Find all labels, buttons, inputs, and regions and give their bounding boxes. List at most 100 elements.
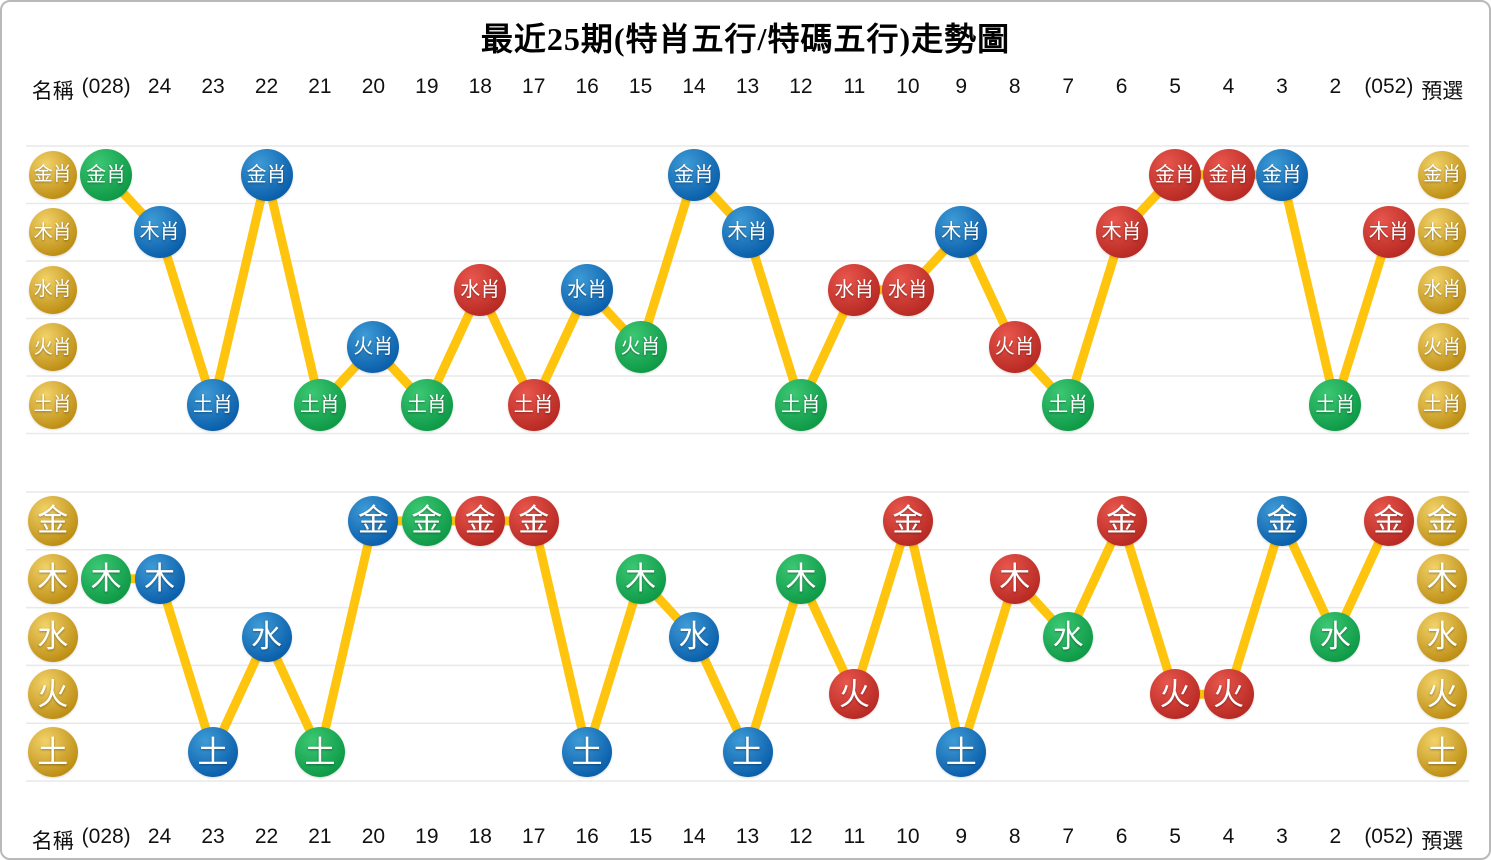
column-label: (028) <box>81 75 131 98</box>
row-label-circle: 火 <box>27 669 78 720</box>
data-point: 土肖 <box>1309 378 1362 431</box>
column-label: 3 <box>1276 75 1288 98</box>
column-label: 20 <box>361 75 386 98</box>
column-label: 7 <box>1062 825 1074 848</box>
data-point: 火 <box>1203 669 1254 720</box>
data-point: 水 <box>1043 611 1094 662</box>
column-label: 15 <box>628 75 653 98</box>
column-label: 11 <box>843 75 866 98</box>
data-point: 金肖 <box>1202 148 1255 201</box>
column-label: 名稱 <box>31 830 74 853</box>
column-label: 2 <box>1329 825 1342 848</box>
data-point: 水肖 <box>454 263 507 316</box>
column-label: 23 <box>201 75 225 98</box>
column-label: 6 <box>1115 75 1128 98</box>
column-label: (052) <box>1364 825 1414 848</box>
preselect-circle: 土肖 <box>1418 380 1467 429</box>
column-label: 15 <box>628 825 653 848</box>
column-label: 7 <box>1062 75 1074 98</box>
data-point: 水肖 <box>828 263 881 316</box>
data-point: 水肖 <box>561 263 614 316</box>
preselect-circle: 水肖 <box>1418 265 1467 314</box>
data-point: 土肖 <box>187 378 240 431</box>
column-footer-row: 名稱 (028) 24 23 22 21 20 19 18 17 16 15 14 13 12 11 10 9 8 7… <box>2 825 1489 855</box>
column-label: 21 <box>308 825 332 848</box>
data-point: 木肖 <box>721 206 774 259</box>
column-label: 5 <box>1169 825 1181 848</box>
data-point: 水 <box>241 611 292 662</box>
data-point: 土肖 <box>293 378 346 431</box>
data-point: 火 <box>1150 669 1201 720</box>
data-point: 木 <box>81 553 132 604</box>
column-label: 5 <box>1169 75 1181 98</box>
column-label: 18 <box>468 825 492 848</box>
preselect-circle: 金肖 <box>1418 150 1467 199</box>
row-label-circle: 土肖 <box>28 380 77 429</box>
data-point: 木肖 <box>1095 206 1148 259</box>
data-point: 土肖 <box>774 378 827 431</box>
data-point: 金肖 <box>80 148 133 201</box>
data-point: 水 <box>1310 611 1361 662</box>
preselect-circle: 木肖 <box>1418 208 1467 257</box>
column-label: 10 <box>896 825 920 848</box>
column-label: 13 <box>735 75 760 98</box>
column-label: 16 <box>575 825 599 848</box>
column-label: 17 <box>522 825 546 848</box>
data-point: 土肖 <box>400 378 453 431</box>
column-label: 23 <box>201 825 225 848</box>
data-point: 火 <box>829 669 880 720</box>
data-point: 金 <box>508 495 559 546</box>
data-point: 木 <box>989 553 1040 604</box>
column-label: 19 <box>415 825 439 848</box>
column-label: 22 <box>254 825 279 848</box>
data-point: 金 <box>1096 495 1147 546</box>
column-label: 16 <box>575 75 599 98</box>
row-label-circle: 水 <box>27 611 78 662</box>
column-label: 4 <box>1222 825 1235 848</box>
data-point: 水肖 <box>881 263 934 316</box>
preselect-circle: 土 <box>1417 727 1468 778</box>
data-point: 土肖 <box>1042 378 1095 431</box>
column-label: 9 <box>955 825 968 848</box>
column-label: 6 <box>1115 825 1128 848</box>
row-label-circle: 金肖 <box>28 150 77 199</box>
preselect-circle: 火 <box>1417 669 1468 720</box>
data-point: 木肖 <box>1362 206 1415 259</box>
column-label: 24 <box>147 75 172 98</box>
data-point: 金 <box>348 495 399 546</box>
row-label-circle: 火肖 <box>28 323 77 372</box>
data-point: 土 <box>562 727 613 778</box>
preselect-circle: 金 <box>1417 495 1468 546</box>
column-label: (028) <box>81 825 131 848</box>
column-label: 名稱 <box>31 80 74 103</box>
column-label: 8 <box>1008 825 1021 848</box>
column-label: 12 <box>789 75 813 98</box>
data-point: 火肖 <box>614 321 667 374</box>
column-label: 12 <box>789 825 813 848</box>
data-point: 木 <box>615 553 666 604</box>
data-point: 木 <box>775 553 826 604</box>
column-label: 10 <box>896 75 920 98</box>
column-label: 3 <box>1276 825 1288 848</box>
column-label: 9 <box>955 75 968 98</box>
data-point: 火肖 <box>347 321 400 374</box>
data-point: 金肖 <box>1149 148 1202 201</box>
column-label: 11 <box>843 825 866 848</box>
data-point: 土 <box>294 727 345 778</box>
data-point: 金肖 <box>668 148 721 201</box>
data-point: 木肖 <box>935 206 988 259</box>
code-five-elements-chart: 金木水火土木木土水土金金金金土木水土木火金土木水金火火金水金金木水火土 <box>2 491 1489 782</box>
data-point: 金 <box>1363 495 1414 546</box>
column-header-row: 名稱 (028) 24 23 22 21 20 19 18 17 16 15 14 13 12 11 10 9 8 7… <box>2 75 1489 105</box>
column-label: 22 <box>254 75 279 98</box>
preselect-circle: 木 <box>1417 553 1468 604</box>
column-label: 20 <box>361 825 386 848</box>
column-label: 預選 <box>1421 80 1464 103</box>
column-label: 24 <box>147 825 172 848</box>
data-point: 木 <box>134 553 185 604</box>
data-point: 金肖 <box>240 148 293 201</box>
column-label: 14 <box>682 75 706 98</box>
column-label: (052) <box>1364 75 1414 98</box>
row-label-circle: 水肖 <box>28 265 77 314</box>
